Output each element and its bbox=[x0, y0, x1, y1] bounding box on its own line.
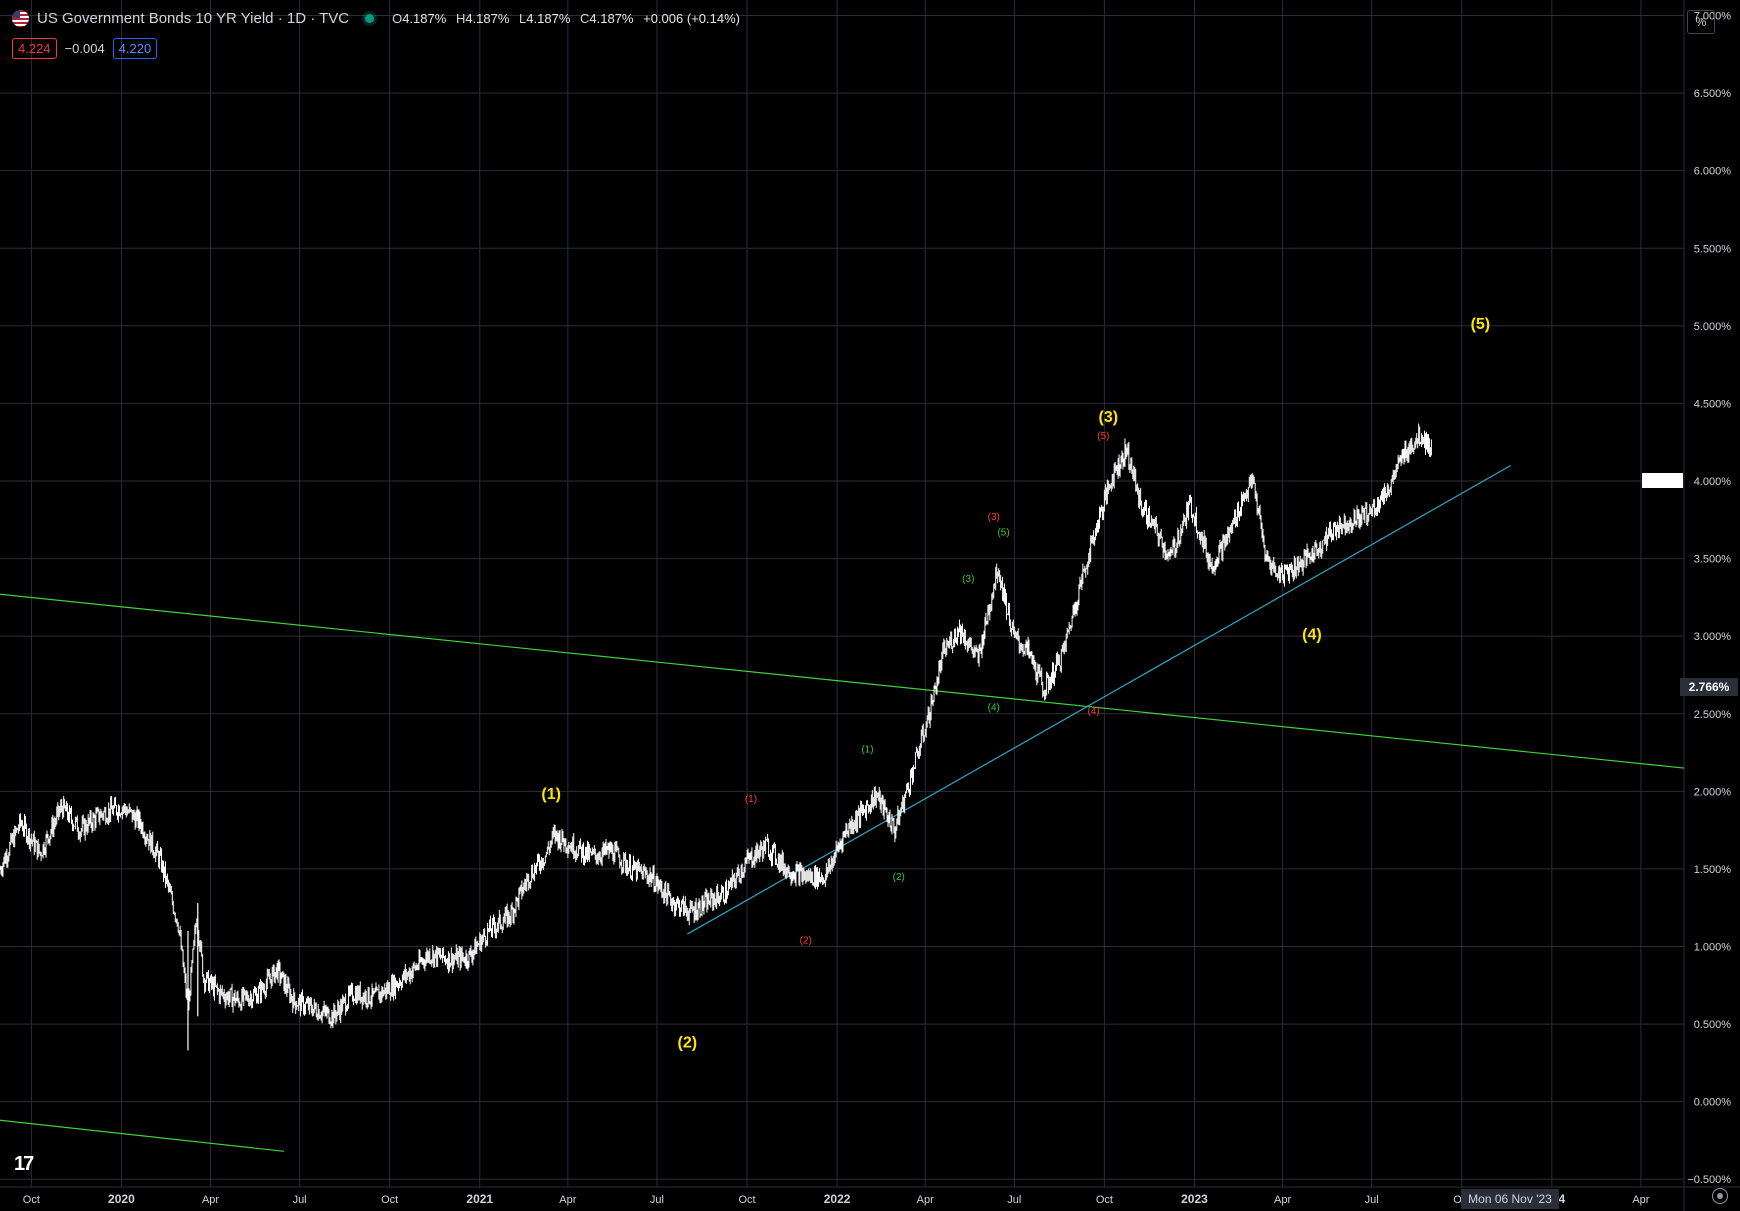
y-tick-label: −0.500% bbox=[1687, 1174, 1731, 1186]
wave-label-green: (5) bbox=[997, 527, 1009, 538]
wave-label-green: (2) bbox=[893, 872, 905, 883]
wave-label-green: (3) bbox=[962, 574, 974, 585]
wave-label-yellow: (1) bbox=[541, 786, 561, 803]
percent-scale-button[interactable]: % bbox=[1687, 10, 1715, 34]
x-tick-label: 2022 bbox=[824, 1192, 851, 1206]
change-value: +0.006 (+0.14%) bbox=[643, 11, 740, 26]
high-value: 4.187% bbox=[465, 11, 510, 26]
crosshair-date-label: Mon 06 Nov '23 bbox=[1461, 1189, 1559, 1209]
tradingview-logo[interactable]: 17 bbox=[14, 1153, 34, 1175]
symbol-legend[interactable]: US Government Bonds 10 YR Yield · 1D · T… bbox=[12, 10, 746, 27]
wave-label-yellow: (4) bbox=[1302, 626, 1322, 643]
y-tick-label: 6.500% bbox=[1694, 88, 1732, 100]
y-tick-label: 5.000% bbox=[1694, 321, 1732, 333]
x-tick-label: 2023 bbox=[1181, 1192, 1208, 1206]
x-tick-label: 2021 bbox=[466, 1192, 493, 1206]
y-tick-label: 1.000% bbox=[1694, 941, 1732, 953]
close-label: C bbox=[580, 11, 590, 26]
plot-background bbox=[0, 0, 1684, 1187]
us-flag-icon bbox=[12, 10, 29, 27]
wave-label-red: (4) bbox=[1088, 706, 1100, 717]
wave-label-yellow: (2) bbox=[678, 1034, 698, 1051]
settings-gear-icon[interactable] bbox=[1712, 1188, 1728, 1204]
y-tick-label: 6.000% bbox=[1694, 166, 1732, 178]
x-tick-label: Apr bbox=[1632, 1194, 1649, 1206]
x-tick-label: Jul bbox=[1007, 1194, 1021, 1206]
x-tick-label: Oct bbox=[23, 1194, 40, 1206]
x-tick-label: 2020 bbox=[108, 1192, 135, 1206]
y-tick-label: 0.000% bbox=[1694, 1097, 1732, 1109]
low-label: L bbox=[519, 11, 527, 26]
x-tick-label: Apr bbox=[202, 1194, 219, 1206]
wave-label-red: (5) bbox=[1097, 431, 1109, 442]
y-tick-label: 4.000% bbox=[1694, 476, 1732, 488]
x-tick-label: Oct bbox=[381, 1194, 398, 1206]
y-tick-label: 3.500% bbox=[1694, 554, 1732, 566]
wave-label-yellow: (3) bbox=[1099, 409, 1119, 426]
open-label: O bbox=[392, 11, 403, 26]
wave-label-red: (2) bbox=[800, 935, 812, 946]
trendline-green-upper bbox=[0, 593, 1685, 769]
x-tick-label: Jul bbox=[650, 1194, 664, 1206]
wave-label-green: (1) bbox=[861, 745, 873, 756]
wave-label-red: (3) bbox=[988, 512, 1000, 523]
y-tick-label: 0.500% bbox=[1694, 1019, 1732, 1031]
ohlc-values: O4.187% H4.187% L4.187% C4.187% +0.006 (… bbox=[392, 11, 746, 26]
market-status-icon bbox=[365, 14, 375, 23]
trendline-green-lower bbox=[0, 1119, 284, 1152]
x-tick-label: Apr bbox=[1274, 1194, 1291, 1206]
x-tick-label: Jul bbox=[1365, 1194, 1379, 1206]
y-tick-label: 5.500% bbox=[1694, 243, 1732, 255]
x-tick-label: Oct bbox=[1096, 1194, 1113, 1206]
y-tick-label: 4.500% bbox=[1694, 398, 1732, 410]
close-value: 4.187% bbox=[589, 11, 634, 26]
wave-label-yellow: (5) bbox=[1471, 316, 1491, 333]
drawing-rectangle[interactable] bbox=[1642, 473, 1683, 488]
crosshair-price-label: 2.766% bbox=[1680, 678, 1738, 696]
low-value: 4.187% bbox=[526, 11, 571, 26]
bid-ask-quotes: 4.224 −0.004 4.220 bbox=[12, 38, 158, 59]
x-tick-label: Apr bbox=[917, 1194, 934, 1206]
y-tick-label: 1.500% bbox=[1694, 864, 1732, 876]
x-tick-label: Apr bbox=[559, 1194, 576, 1206]
y-tick-label: 2.500% bbox=[1694, 709, 1732, 721]
price-bars bbox=[0, 423, 1432, 1029]
spread-value: −0.004 bbox=[64, 41, 105, 56]
wave-label-green: (4) bbox=[988, 703, 1000, 714]
x-tick-label: Oct bbox=[738, 1194, 755, 1206]
symbol-title[interactable]: US Government Bonds 10 YR Yield · 1D · T… bbox=[37, 10, 350, 27]
buy-price-button[interactable]: 4.220 bbox=[112, 38, 158, 59]
sell-price-button[interactable]: 4.224 bbox=[12, 38, 57, 59]
open-value: 4.187% bbox=[402, 11, 447, 26]
wave-label-red: (1) bbox=[745, 794, 757, 805]
high-label: H bbox=[455, 11, 466, 26]
y-tick-label: 2.000% bbox=[1694, 786, 1732, 798]
y-tick-label: 3.000% bbox=[1694, 631, 1732, 643]
x-tick-label: Jul bbox=[293, 1194, 307, 1206]
y-tick-label: 7.000% bbox=[1694, 11, 1732, 23]
trendline-blue-support bbox=[687, 464, 1512, 935]
